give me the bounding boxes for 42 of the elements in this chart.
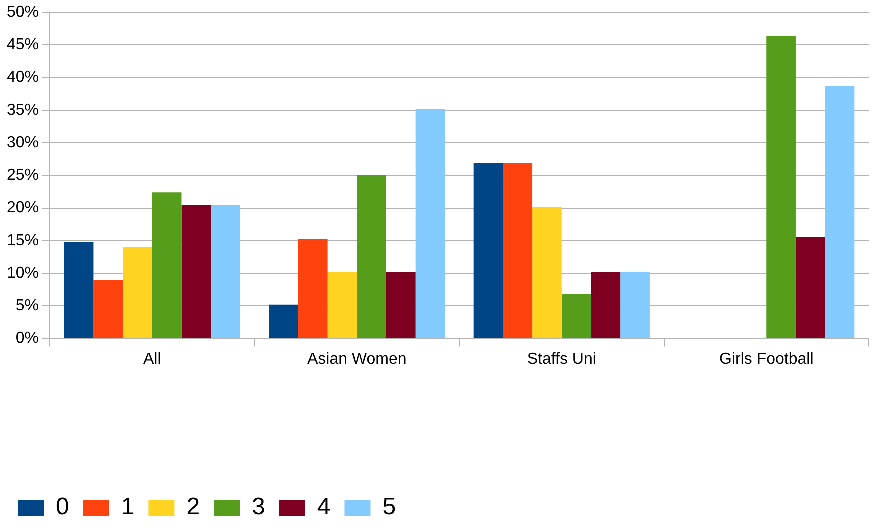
bar (474, 163, 504, 338)
bar (825, 86, 855, 338)
bar (766, 36, 796, 338)
y-tick-label: 45% (6, 36, 40, 54)
y-tick-label: 40% (6, 69, 40, 86)
bar (211, 205, 240, 338)
bar (152, 192, 182, 338)
legend-label: 2 (186, 494, 200, 521)
bar (94, 280, 124, 338)
bar (620, 272, 650, 338)
y-tick-label: 5% (16, 298, 40, 315)
legend-label: 5 (382, 494, 396, 521)
y-tick-label: 0% (16, 330, 40, 348)
y-tick-label: 25% (6, 167, 40, 184)
bar (182, 205, 212, 338)
bar (64, 242, 94, 338)
bar (503, 163, 533, 338)
y-tick-label: 20% (6, 200, 40, 217)
y-tick-label: 30% (6, 134, 40, 152)
legend-label: 3 (252, 494, 266, 521)
bar (591, 272, 621, 338)
bar (386, 272, 416, 338)
y-tick-label: 35% (6, 102, 40, 119)
bar (269, 304, 298, 338)
x-tick-label: Girls Football (720, 350, 814, 368)
y-tick-label: 50% (6, 4, 40, 22)
y-tick-label: 15% (6, 232, 40, 250)
bar (298, 238, 328, 338)
x-tick-label: Staffs Uni (527, 350, 596, 368)
bar (328, 272, 358, 338)
bar (532, 207, 562, 338)
y-tick-label: 10% (6, 264, 40, 282)
x-tick-label: Asian Women (307, 350, 407, 368)
bar (416, 109, 446, 338)
bar (796, 237, 826, 338)
legend-label: 4 (317, 494, 331, 521)
bar (357, 175, 386, 338)
legend-label: 1 (121, 494, 135, 521)
x-tick-label: All (144, 350, 162, 368)
legend-label: 0 (56, 494, 70, 521)
bar (123, 247, 152, 338)
bar (562, 294, 592, 338)
